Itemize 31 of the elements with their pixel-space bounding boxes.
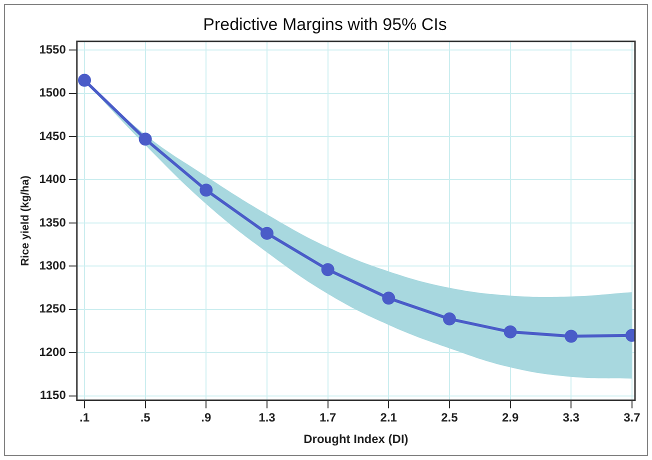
x-tick-label: 1.7 — [319, 410, 336, 425]
y-tick-label: 1350 — [39, 215, 66, 230]
x-tick-label: 2.5 — [441, 410, 458, 425]
point — [321, 263, 334, 276]
x-tick-label: 2.9 — [502, 410, 519, 425]
point — [564, 330, 578, 343]
y-tick-label: 1550 — [39, 42, 66, 56]
point — [504, 325, 517, 338]
point — [78, 74, 91, 87]
y-tick-label: 1400 — [39, 172, 66, 186]
point — [260, 226, 274, 240]
y-tick-label: 1300 — [39, 258, 66, 273]
x-tick-label: .9 — [201, 410, 212, 425]
y-axis-title: Rice yield (kg/ha) — [20, 175, 32, 266]
x-tick-label: .5 — [140, 410, 151, 425]
x-tick-label: .1 — [79, 410, 90, 425]
point — [138, 132, 152, 146]
y-tick-label: 1250 — [39, 302, 66, 316]
x-tick-label: 2.1 — [380, 410, 398, 425]
chart-title: Predictive Margins with 95% CIs — [203, 14, 447, 34]
point — [200, 184, 213, 197]
y-tick-label: 1450 — [39, 128, 66, 143]
x-tick-label: 3.3 — [562, 410, 580, 425]
x-tick-label: 1.3 — [258, 410, 276, 425]
x-tick-label: 3.7 — [624, 410, 641, 425]
point — [382, 292, 396, 305]
point — [442, 312, 456, 326]
y-tick-label: 1150 — [40, 388, 66, 402]
x-axis-title: Drought Index (DI) — [304, 432, 408, 446]
y-tick-label: 1200 — [39, 344, 66, 359]
y-tick-label: 1500 — [39, 86, 66, 100]
